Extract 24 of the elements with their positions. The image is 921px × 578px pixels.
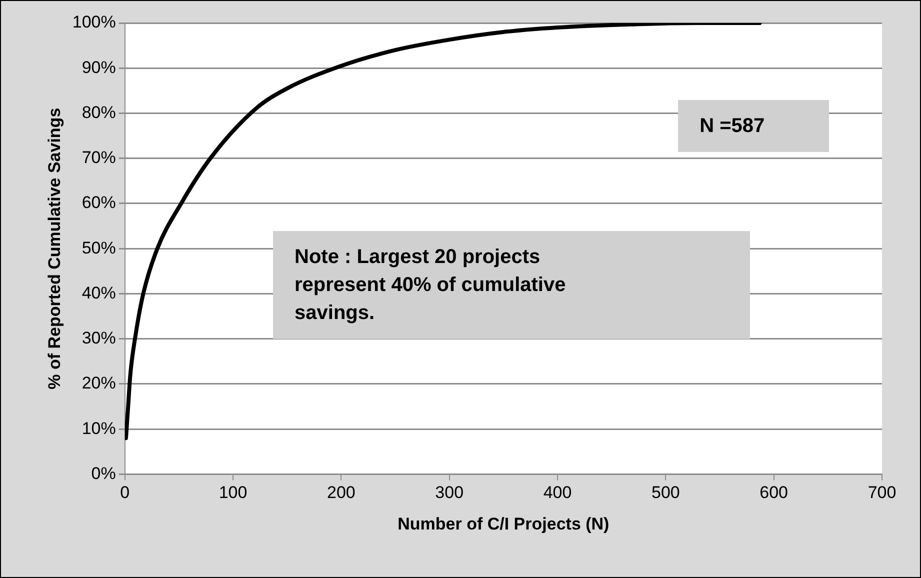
y-tick-label: 90% <box>82 58 116 77</box>
x-tick-label: 100 <box>218 483 248 502</box>
y-tick-label: 20% <box>82 374 116 393</box>
y-tick-label: 30% <box>82 328 116 348</box>
x-tick-label: 400 <box>543 483 572 502</box>
line-series <box>124 23 762 440</box>
x-tick-label: 0 <box>120 483 130 502</box>
y-axis-title: % of Reported Cumulative Savings <box>44 108 64 390</box>
y-tick-label: 70% <box>82 148 116 168</box>
y-tick-label: 100% <box>72 12 116 32</box>
note-box: Note : Largest 20 projects represent 40% of cumulative savings. <box>272 230 750 339</box>
x-tick-label: 600 <box>760 483 788 502</box>
y-tick-label: 10% <box>82 418 116 438</box>
x-axis-title: Number of C/I Projects (N) <box>398 514 610 534</box>
y-tick-label: 60% <box>82 193 116 212</box>
x-tick-label: 200 <box>327 483 356 502</box>
y-tick-label: 50% <box>82 238 116 258</box>
note-box: N =587 <box>678 100 829 152</box>
y-tick-label: 40% <box>82 283 116 302</box>
y-tick-label: 0% <box>91 464 116 483</box>
y-tick-label: 80% <box>82 102 116 122</box>
x-tick-label: 300 <box>435 483 464 502</box>
x-tick-label: 700 <box>868 483 896 502</box>
x-tick-label: 500 <box>651 483 680 502</box>
